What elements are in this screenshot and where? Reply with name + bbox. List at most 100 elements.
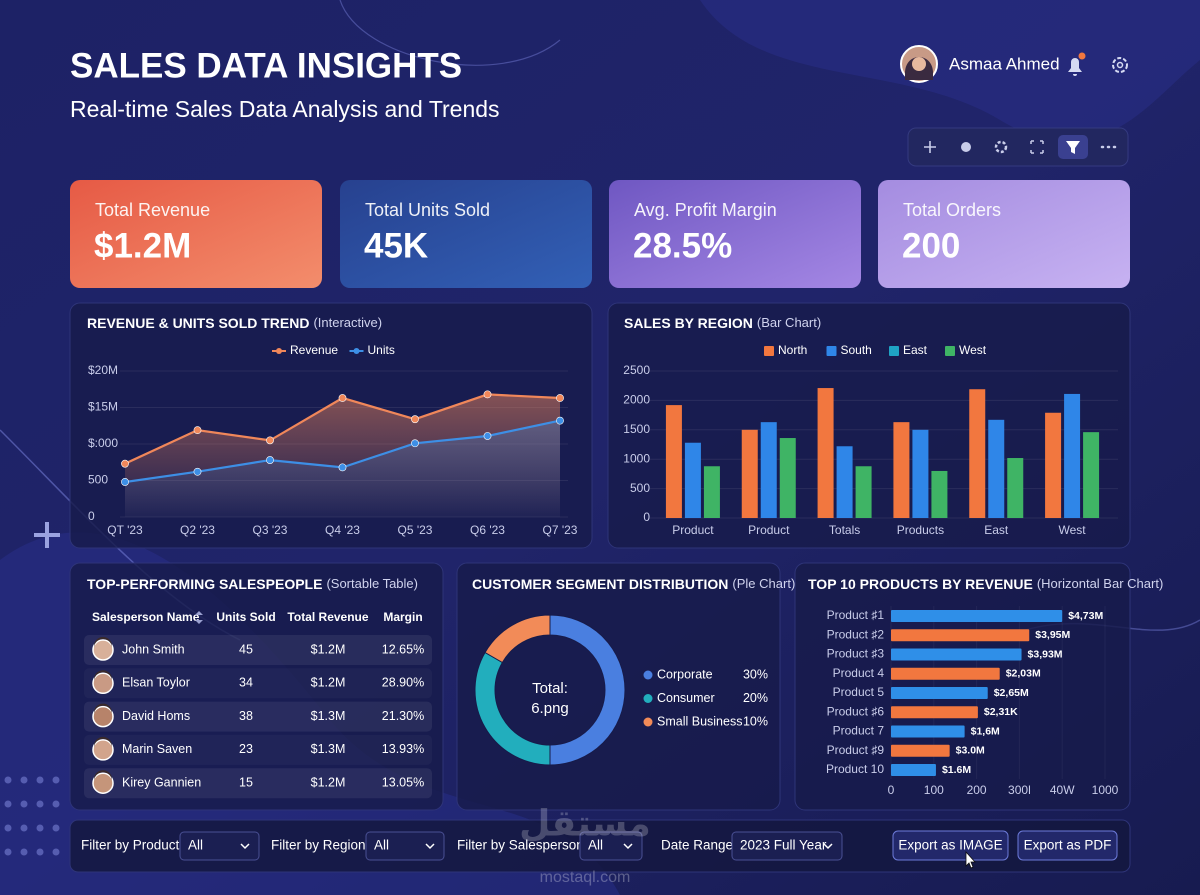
value-label: $2,31K [984, 706, 1018, 718]
point [411, 439, 419, 448]
value-label: $3.0M [956, 745, 985, 757]
x-tick-label: Q3 '23 [253, 523, 288, 537]
value-label: 20% [743, 691, 768, 705]
y-tick-label: 0 [88, 509, 95, 523]
x-tick-label: East [984, 523, 1009, 537]
bar [760, 422, 777, 518]
y-tick-label: 0 [643, 510, 650, 524]
legend-label: North [778, 343, 807, 357]
x-tick-label: Product [672, 523, 714, 537]
legend-marker [643, 694, 653, 703]
y-tick-label: Product ♯1 [827, 608, 885, 622]
kpi-label: Total Units Sold [365, 200, 490, 220]
sort-icon[interactable] [195, 611, 203, 624]
bar [891, 667, 1000, 680]
value-label: $1,6M [971, 725, 1000, 737]
decor-dot [4, 776, 12, 784]
bar [855, 466, 872, 518]
legend-marker [643, 717, 653, 727]
y-tick-label: Product ♯6 [827, 704, 885, 718]
x-tick-label: 300l [1008, 783, 1031, 797]
decor-dot [52, 800, 60, 808]
panel-title: TOP-PERFORMING SALESPEOPLE (Sortable Tabl… [87, 576, 418, 592]
point [411, 415, 419, 424]
legend-marker [643, 670, 653, 680]
filter-dropdown[interactable] [731, 831, 843, 861]
bar [891, 706, 978, 719]
export-button-label: Export as IMAGE [898, 838, 1002, 853]
bar [1083, 432, 1100, 518]
export-button[interactable] [892, 830, 1009, 861]
table-cell: $1.2M [311, 642, 346, 656]
kpi-value: $1.2M [94, 226, 191, 265]
row-avatar [92, 772, 114, 794]
table-cell: John Smith [122, 642, 185, 656]
point [266, 436, 274, 445]
value-label: $4,73M [1068, 610, 1103, 622]
settings-icon[interactable] [1112, 57, 1128, 73]
x-tick-label: Q5 '23 [398, 523, 433, 537]
value-label: $1.6M [942, 764, 971, 776]
page-subtitle: Real-time Sales Data Analysis and Trends [70, 96, 500, 122]
table-cell: Elsan Toylor [122, 676, 190, 690]
table-row [84, 635, 432, 665]
donut-slice [549, 614, 626, 766]
value-label: $3,95M [1035, 629, 1070, 641]
filter-dropdown[interactable] [579, 831, 643, 861]
bar [665, 405, 682, 518]
tool-expand[interactable] [1030, 140, 1044, 154]
column-header[interactable]: Salesperson Name [92, 610, 200, 624]
filter-label: Filter by Product: [81, 838, 183, 853]
page-title: SALES DATA INSIGHTS [70, 46, 462, 85]
y-tick-label: 2500 [623, 363, 650, 377]
panel-subtitle: (Interactive) [313, 315, 382, 330]
filter-dropdown[interactable] [365, 831, 445, 861]
legend-label: West [959, 343, 987, 357]
tool-settings[interactable] [994, 140, 1008, 154]
panel-subtitle: (Bar Chart) [757, 315, 821, 330]
value-label: $3,93M [1028, 648, 1063, 660]
filter-label: Date Range: [661, 838, 737, 853]
table-cell: Marin Saven [122, 742, 192, 756]
y-tick-label: $:000 [88, 436, 118, 450]
y-tick-label: 500 [88, 473, 108, 487]
bar [891, 744, 950, 757]
bell-icon[interactable] [1068, 58, 1082, 76]
decor-dot [52, 848, 60, 856]
kpi-card [70, 180, 322, 288]
kpi-label: Avg. Profit Margin [634, 200, 777, 220]
bar [779, 438, 796, 518]
x-tick-label: Q7 '23 [543, 523, 578, 537]
legend-label: South [841, 343, 872, 357]
panel-title: CUSTOMER SEGMENT DISTRIBUTION (Ple Chart) [472, 576, 795, 592]
table-cell: 15 [239, 775, 253, 789]
legend-label: Corporate [657, 667, 713, 681]
filter-dropdown[interactable] [179, 831, 260, 861]
kpi-card [340, 180, 592, 288]
x-tick-label: 200 [967, 783, 987, 797]
point [556, 416, 564, 425]
x-tick-label: 100 [924, 783, 944, 797]
bell-badge [1078, 52, 1086, 60]
tool-record[interactable] [961, 142, 971, 152]
bar [893, 422, 910, 518]
filter-value: 2023 Full Year [740, 838, 827, 853]
panel-title: REVENUE & UNITS SOLD TREND (Interactive) [87, 315, 382, 331]
table-cell: 13.05% [382, 775, 424, 789]
export-button[interactable] [1017, 830, 1118, 861]
tool-add[interactable] [924, 141, 936, 153]
filter-value: All [588, 838, 603, 853]
filter-value: All [188, 838, 203, 853]
decor-dot [20, 824, 28, 832]
bar [891, 629, 1030, 642]
y-tick-label: Product 10 [826, 762, 884, 776]
point [338, 463, 347, 472]
value-label: $2,03M [1006, 668, 1041, 680]
bar [817, 388, 834, 518]
y-tick-label: 1000 [623, 451, 650, 465]
decor-dot [4, 800, 12, 808]
user-name[interactable]: Asmaa Ahmed [949, 54, 1060, 73]
bar [931, 470, 948, 518]
decor-dot [20, 800, 28, 808]
